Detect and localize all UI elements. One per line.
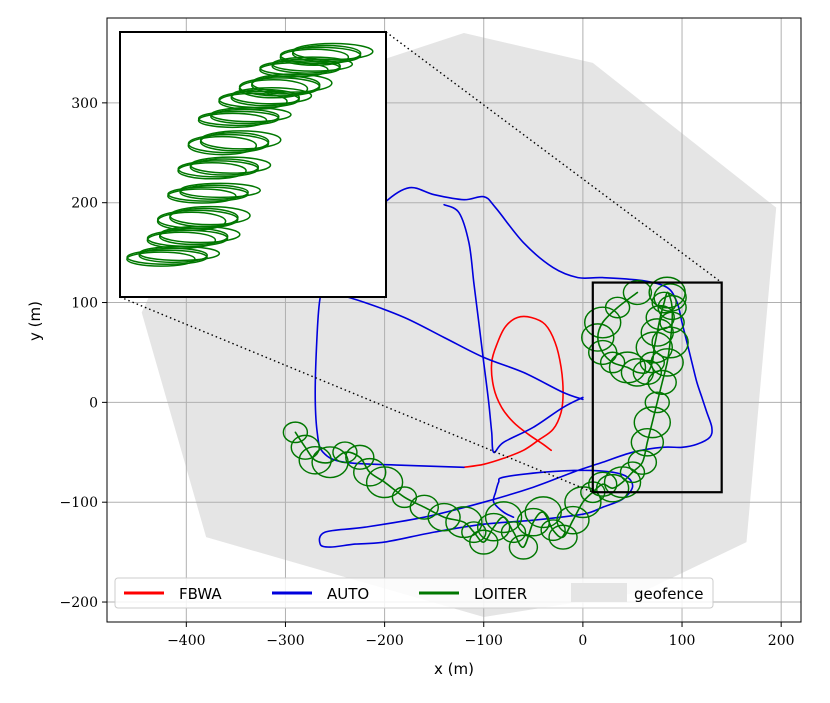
- legend-swatch-geofence: [571, 583, 627, 602]
- series-loiter-orbit: [633, 406, 672, 439]
- inset-loiter-orbit: [169, 207, 239, 228]
- series-loiter-orbit: [500, 521, 527, 544]
- series-loiter-orbit: [484, 501, 523, 534]
- series-loiter-orbit: [620, 358, 655, 387]
- x-tick-label: −400: [167, 633, 205, 649]
- y-tick-label: −200: [60, 595, 98, 611]
- inset-loiter-orbit: [177, 162, 247, 180]
- inset-frame: [119, 31, 387, 298]
- y-tick-label: 200: [71, 196, 98, 212]
- series-loiter-orbit: [461, 521, 487, 544]
- zoom-box-layer: [119, 31, 723, 494]
- series-loiter-orbit: [619, 461, 646, 484]
- legend-label-geofence: geofence: [634, 585, 703, 603]
- series-auto-3: [324, 289, 584, 401]
- series-loiter-orbit: [540, 519, 566, 542]
- legend-label-auto: AUTO: [327, 585, 369, 603]
- tick-layer: −400 −300 −200 −100 0 100 200 −200 −100 0 100 200 30…: [60, 96, 795, 649]
- series-loiter-orbit: [604, 296, 631, 319]
- series-loiter-orbit: [632, 359, 663, 386]
- inset-plot: [126, 42, 374, 267]
- y-tick-label: −100: [60, 495, 98, 511]
- x-tick-label: −200: [365, 633, 403, 649]
- legend-label-loiter: LOITER: [474, 585, 527, 603]
- series-loiter-orbit: [409, 494, 439, 520]
- inset-loiter-orbit: [179, 182, 262, 199]
- series-loiter-orbit: [640, 318, 674, 347]
- series-loiter-orbit: [298, 445, 332, 475]
- series-loiter-orbit: [345, 444, 375, 470]
- series-loiter-orbit: [651, 291, 677, 314]
- y-axis-label: y (m): [26, 301, 44, 341]
- inset-loiter-orbit: [199, 132, 270, 152]
- series-loiter-orbit: [608, 351, 647, 384]
- series-loiter-orbit: [556, 505, 590, 535]
- plot-frame: [106, 17, 802, 623]
- inset-loiter-orbit: [259, 62, 329, 78]
- x-tick-label: 200: [768, 633, 795, 649]
- y-tick-label: 100: [71, 296, 98, 312]
- inset-loiter-orbit: [199, 130, 282, 150]
- zoom-region-box: [591, 281, 723, 494]
- series-loiter-orbit: [644, 391, 670, 414]
- series-loiter-orbit: [583, 306, 622, 339]
- series-loiter-orbit: [476, 512, 511, 542]
- x-tick-label: 0: [578, 633, 587, 649]
- inset-loiter-orbit: [279, 48, 350, 66]
- inset-loiter-orbit: [179, 184, 249, 201]
- series-loiter-orbit: [365, 466, 404, 499]
- series-loiter-orbit: [508, 534, 539, 560]
- inset-loiter-orbit: [230, 86, 313, 105]
- inset-loiter-orbit: [189, 156, 272, 174]
- series-loiter-orbit: [630, 427, 665, 457]
- y-tick-label: 300: [71, 96, 98, 112]
- inset-loiter-orbit: [167, 188, 237, 204]
- series-loiter-orbit: [524, 496, 562, 529]
- y-tick-label: 0: [89, 395, 98, 411]
- inset-loiter-orbit: [291, 44, 362, 63]
- inset-loiter-orbit: [292, 42, 374, 61]
- series-loiter-orbit: [645, 304, 675, 331]
- series-loiter-orbit: [332, 441, 358, 464]
- inset-loiter-orbit: [238, 79, 309, 99]
- series-fbwa: [463, 315, 564, 469]
- inset-loiter-orbit: [187, 135, 258, 156]
- inset-loiter-orbit: [146, 231, 217, 249]
- series-loiter-orbit: [282, 421, 309, 444]
- series-loiter-orbit: [548, 524, 578, 550]
- legend-box: [114, 577, 714, 609]
- series-layer: [282, 186, 713, 560]
- x-axis-label: x (m): [434, 660, 474, 678]
- series-loiter-orbit: [651, 326, 689, 359]
- series-loiter-orbit: [516, 507, 551, 537]
- inset-layer: [119, 31, 387, 298]
- series-loiter-orbit: [427, 502, 461, 532]
- inset-loiter-orbit: [189, 158, 260, 176]
- series-loiter-orbit: [627, 449, 658, 475]
- inset-loiter-orbit: [169, 205, 251, 226]
- series-loiter: [294, 291, 674, 548]
- series-loiter-orbit: [469, 529, 499, 555]
- x-tick-label: 100: [669, 633, 696, 649]
- series-loiter-orbit: [595, 473, 630, 503]
- inset-loiter-orbit: [271, 56, 354, 72]
- series-loiter-orbit: [599, 351, 626, 374]
- inset-loiter-orbit: [126, 251, 196, 267]
- inset-loiter-orbit: [197, 112, 268, 129]
- legend-label-fbwa: FBWA: [179, 585, 222, 603]
- series-loiter-orbit: [581, 323, 615, 352]
- series-auto-2: [443, 203, 584, 454]
- x-tick-label: −100: [465, 633, 503, 649]
- inset-loiter-orbit: [271, 58, 341, 74]
- series-loiter-orbit: [587, 339, 618, 366]
- series-loiter-orbit: [622, 279, 653, 306]
- legend: FBWA AUTO LOITER geofence: [114, 577, 714, 609]
- x-tick-label: −300: [266, 633, 304, 649]
- inset-loiter-orbit: [156, 211, 227, 232]
- series-loiter-orbit: [587, 471, 618, 497]
- series-loiter-orbit: [353, 457, 387, 487]
